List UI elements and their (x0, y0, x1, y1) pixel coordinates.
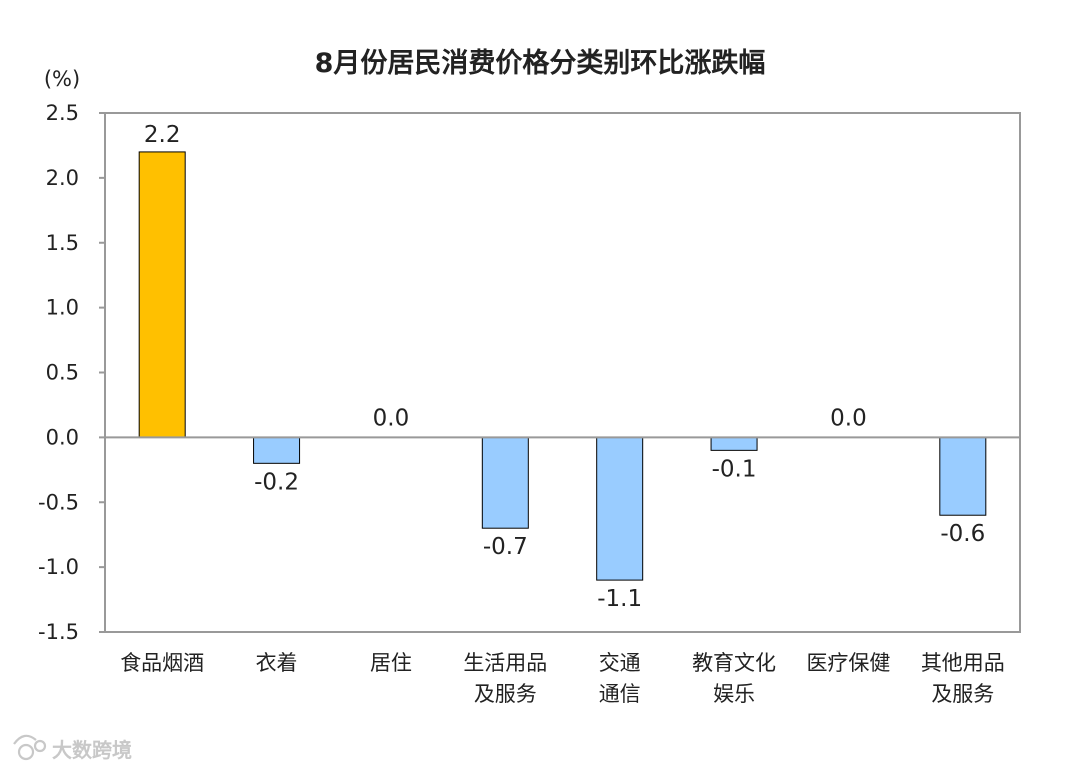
x-category-label: 及服务 (931, 682, 994, 706)
y-tick-label: 0.5 (46, 361, 79, 385)
x-category-label: 教育文化 (692, 651, 776, 675)
x-category-label: 及服务 (474, 682, 537, 706)
x-category-label: 衣着 (256, 651, 298, 675)
y-axis-unit: (%) (44, 67, 80, 91)
x-category-label: 生活用品 (463, 651, 547, 675)
x-category-label: 通信 (599, 682, 641, 706)
y-tick-label: -1.0 (38, 555, 79, 579)
data-label: 2.2 (144, 122, 181, 148)
bar (596, 436, 644, 581)
data-label: -0.1 (712, 456, 757, 482)
chart-title: 8月份居民消费价格分类别环比涨跌幅 (315, 48, 766, 79)
data-label: -0.6 (940, 521, 985, 547)
x-category-label: 食品烟酒 (120, 651, 204, 675)
y-tick-label: 2.5 (46, 101, 79, 125)
y-tick-label: 0.0 (46, 425, 79, 449)
watermark-text: 大数跨境 (52, 738, 132, 762)
data-label: -0.7 (483, 534, 528, 560)
x-category-label: 娱乐 (713, 682, 755, 706)
bar (939, 436, 987, 516)
plot-frame (104, 112, 1021, 633)
x-category-label: 交通 (599, 651, 641, 675)
data-label: -1.1 (597, 586, 642, 612)
watermark-logo-icon (13, 734, 47, 761)
data-label: 0.0 (373, 405, 410, 431)
watermark: 大数跨境 (13, 734, 132, 762)
bar (710, 436, 758, 451)
x-category-label: 居住 (370, 651, 412, 675)
y-tick-label: 1.5 (46, 231, 79, 255)
data-label: -0.2 (254, 469, 299, 495)
y-tick-label: 2.0 (46, 166, 79, 190)
bar (481, 436, 529, 529)
bar (138, 151, 186, 438)
y-tick-label: 1.0 (46, 296, 79, 320)
x-category-label: 其他用品 (921, 651, 1005, 675)
x-category-label: 医疗保健 (806, 651, 890, 675)
data-label: 0.0 (830, 405, 867, 431)
y-tick-label: -1.5 (38, 620, 79, 644)
y-tick-label: -0.5 (38, 490, 79, 514)
bar (253, 436, 301, 464)
plot-area: 2.5 2.0 1.5 1.0 0.5 0.0 -0.5 -1.0 -1.5 2.2 -0.2 0.0… (38, 101, 1021, 706)
